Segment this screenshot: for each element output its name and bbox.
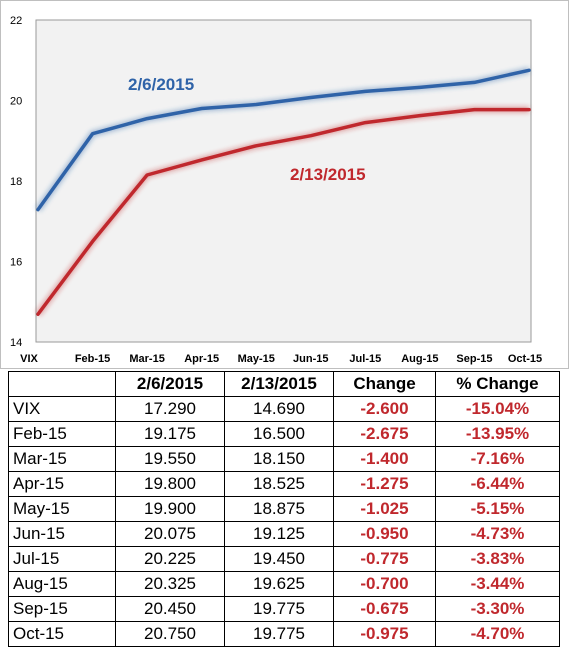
value-date-2: 19.775 <box>224 596 334 622</box>
table-row: May-15 19.900 18.875 -1.025 -5.15% <box>8 496 560 522</box>
y-tick-label: 20 <box>10 96 22 108</box>
value-date-2: 19.625 <box>224 571 334 597</box>
value-change: -0.975 <box>333 621 436 647</box>
table-row: Mar-15 19.550 18.150 -1.400 -7.16% <box>8 446 560 472</box>
value-pct-change: -3.30% <box>435 596 560 622</box>
header-cell-date-1: 2/6/2015 <box>115 371 225 397</box>
row-label: May-15 <box>8 496 116 522</box>
value-date-1: 20.750 <box>115 621 225 647</box>
value-date-2: 18.875 <box>224 496 334 522</box>
header-cell-pct-change: % Change <box>435 371 560 397</box>
y-tick-label: 22 <box>10 15 22 27</box>
value-pct-change: -7.16% <box>435 446 560 472</box>
value-pct-change: -3.83% <box>435 546 560 572</box>
value-date-2: 19.125 <box>224 521 334 547</box>
x-tick-label: Jun-15 <box>293 353 328 365</box>
value-date-2: 14.690 <box>224 396 334 422</box>
x-tick-label: Feb-15 <box>75 353 110 365</box>
value-change: -1.275 <box>333 471 436 497</box>
value-pct-change: -4.70% <box>435 621 560 647</box>
value-date-2: 18.150 <box>224 446 334 472</box>
table-row: VIX 17.290 14.690 -2.600 -15.04% <box>8 396 560 422</box>
value-date-1: 19.175 <box>115 421 225 447</box>
y-axis-ticks: 14 16 18 20 22 <box>10 15 22 349</box>
table-row: Jul-15 20.225 19.450 -0.775 -3.83% <box>8 546 560 572</box>
value-change: -0.675 <box>333 596 436 622</box>
chart-svg: 14 16 18 20 22 VIX Feb-15 Mar-15 Apr-15 May-15 Ju… <box>0 0 569 369</box>
header-cell-date-2: 2/13/2015 <box>224 371 334 397</box>
value-date-2: 19.775 <box>224 621 334 647</box>
series-line <box>36 107 531 316</box>
value-change: -2.600 <box>333 396 436 422</box>
value-date-1: 20.225 <box>115 546 225 572</box>
value-pct-change: -13.95% <box>435 421 560 447</box>
value-change: -0.950 <box>333 521 436 547</box>
x-axis-ticks: VIX Feb-15 Mar-15 Apr-15 May-15 Jun-15 Jul-15 A… <box>20 353 542 365</box>
table-row: Apr-15 19.800 18.525 -1.275 -6.44% <box>8 471 560 497</box>
value-date-1: 20.075 <box>115 521 225 547</box>
value-date-2: 18.525 <box>224 471 334 497</box>
x-tick-label: Apr-15 <box>184 353 219 365</box>
x-tick-label: VIX <box>20 353 38 365</box>
row-label: Jun-15 <box>8 521 116 547</box>
value-date-1: 19.800 <box>115 471 225 497</box>
series-label: 2/13/2015 <box>290 165 366 184</box>
table-row: Oct-15 20.750 19.775 -0.975 -4.70% <box>8 621 560 647</box>
x-tick-label: Aug-15 <box>401 353 438 365</box>
table-row: Aug-15 20.325 19.625 -0.700 -3.44% <box>8 571 560 597</box>
y-tick-label: 18 <box>10 176 22 188</box>
x-tick-label: Oct-15 <box>508 353 542 365</box>
table-row: Feb-15 19.175 16.500 -2.675 -13.95% <box>8 421 560 447</box>
x-tick-label: Mar-15 <box>129 353 164 365</box>
series-lines <box>35 66 531 317</box>
header-cell-label <box>8 371 116 397</box>
value-pct-change: -3.44% <box>435 571 560 597</box>
series-line <box>36 68 531 212</box>
row-label: Feb-15 <box>8 421 116 447</box>
plot-area <box>35 19 532 343</box>
value-date-2: 19.450 <box>224 546 334 572</box>
row-label: Aug-15 <box>8 571 116 597</box>
value-change: -1.400 <box>333 446 436 472</box>
value-change: -0.775 <box>333 546 436 572</box>
row-label: Apr-15 <box>8 471 116 497</box>
value-date-1: 19.900 <box>115 496 225 522</box>
value-change: -2.675 <box>333 421 436 447</box>
x-tick-label: Sep-15 <box>456 353 492 365</box>
x-tick-label: May-15 <box>238 353 275 365</box>
table-row: Sep-15 20.450 19.775 -0.675 -3.30% <box>8 596 560 622</box>
series-labels: 2/6/2015 2/13/2015 <box>128 75 366 184</box>
series-label: 2/6/2015 <box>128 75 194 94</box>
value-date-2: 16.500 <box>224 421 334 447</box>
row-label: Mar-15 <box>8 446 116 472</box>
header-cell-change: Change <box>333 371 436 397</box>
table-row: Jun-15 20.075 19.125 -0.950 -4.73% <box>8 521 560 547</box>
value-pct-change: -6.44% <box>435 471 560 497</box>
value-pct-change: -4.73% <box>435 521 560 547</box>
data-table: 2/6/2015 2/13/2015 Change % Change VIX 1… <box>8 371 560 647</box>
row-label: Oct-15 <box>8 621 116 647</box>
value-date-1: 20.450 <box>115 596 225 622</box>
value-date-1: 17.290 <box>115 396 225 422</box>
value-change: -0.700 <box>333 571 436 597</box>
value-pct-change: -15.04% <box>435 396 560 422</box>
y-tick-label: 14 <box>10 337 22 349</box>
row-label: VIX <box>8 396 116 422</box>
value-date-1: 19.550 <box>115 446 225 472</box>
value-date-1: 20.325 <box>115 571 225 597</box>
row-label: Jul-15 <box>8 546 116 572</box>
x-tick-label: Jul-15 <box>349 353 381 365</box>
row-label: Sep-15 <box>8 596 116 622</box>
value-pct-change: -5.15% <box>435 496 560 522</box>
value-change: -1.025 <box>333 496 436 522</box>
table-header-row: 2/6/2015 2/13/2015 Change % Change <box>8 371 560 397</box>
futures-curve-chart: 14 16 18 20 22 VIX Feb-15 Mar-15 Apr-15 May-15 Ju… <box>0 0 569 369</box>
y-tick-label: 16 <box>10 257 22 269</box>
